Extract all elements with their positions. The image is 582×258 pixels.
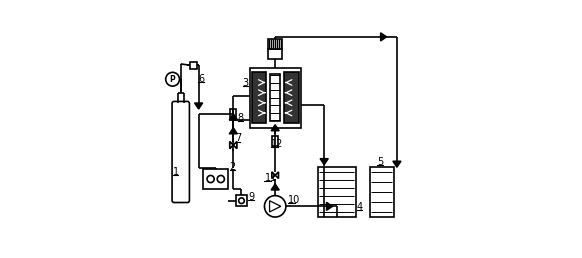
Text: 6: 6: [198, 74, 204, 84]
Text: 11: 11: [264, 173, 276, 183]
Bar: [236, 195, 247, 206]
Circle shape: [239, 198, 244, 204]
Bar: [203, 169, 229, 189]
Text: 3: 3: [243, 78, 249, 88]
Polygon shape: [327, 202, 332, 211]
Text: 12: 12: [271, 139, 283, 149]
Text: 4: 4: [357, 202, 363, 212]
Polygon shape: [230, 141, 233, 149]
Polygon shape: [381, 33, 386, 41]
Circle shape: [217, 175, 225, 183]
Text: P: P: [170, 75, 175, 84]
Bar: [268, 39, 282, 49]
Text: 7: 7: [235, 133, 241, 143]
Bar: [268, 49, 282, 59]
Text: 1: 1: [173, 167, 179, 178]
Polygon shape: [229, 128, 237, 134]
Bar: [370, 167, 393, 217]
Circle shape: [207, 175, 214, 183]
Circle shape: [166, 72, 179, 86]
Text: 10: 10: [288, 195, 300, 205]
Polygon shape: [320, 159, 328, 165]
Text: 9: 9: [248, 192, 254, 202]
Polygon shape: [275, 172, 279, 179]
Polygon shape: [269, 201, 281, 212]
Bar: [284, 72, 299, 123]
Bar: [270, 74, 280, 121]
Polygon shape: [272, 172, 275, 179]
Bar: [272, 136, 278, 146]
Bar: [190, 62, 197, 69]
Polygon shape: [194, 103, 203, 109]
Bar: [250, 68, 301, 128]
Text: 5: 5: [377, 157, 384, 167]
FancyBboxPatch shape: [172, 101, 189, 203]
Circle shape: [264, 196, 286, 217]
Bar: [230, 109, 236, 120]
Text: 2: 2: [230, 162, 236, 172]
Polygon shape: [271, 125, 279, 131]
Polygon shape: [393, 161, 401, 167]
Bar: [251, 72, 267, 123]
Polygon shape: [271, 184, 279, 190]
Bar: [318, 167, 356, 217]
Polygon shape: [229, 114, 237, 120]
Text: 8: 8: [237, 113, 244, 123]
Polygon shape: [233, 141, 237, 149]
